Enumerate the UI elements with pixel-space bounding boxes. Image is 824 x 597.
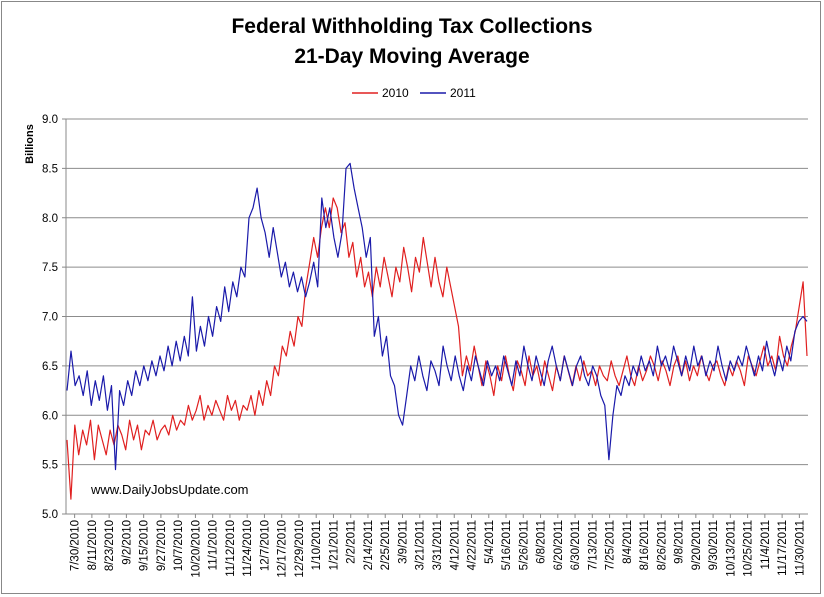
x-tick-label: 6/20/2011 — [553, 520, 565, 570]
x-tick-label: 10/13/2011 — [725, 520, 737, 577]
x-tick-label: 4/12/2011 — [449, 520, 461, 570]
y-tick-label: 5.5 — [42, 460, 58, 472]
y-tick-label: 6.0 — [42, 410, 58, 422]
y-tick-label: 8.0 — [42, 213, 58, 225]
x-tick-label: 8/23/2010 — [104, 520, 116, 571]
x-tick-label: 10/20/2010 — [190, 520, 202, 578]
y-tick-label: 9.0 — [42, 114, 58, 126]
x-tick-label: 10/7/2010 — [173, 520, 185, 571]
x-tick-label: 11/12/2010 — [225, 520, 237, 577]
x-tick-label: 7/13/2011 — [587, 520, 599, 570]
x-tick-label: 9/15/2010 — [139, 520, 151, 571]
x-axis-ticks: 7/30/2010 8/11/2010 8/23/2010 9/2/2010 9/15/… — [70, 514, 806, 578]
x-tick-label: 11/17/2011 — [777, 520, 789, 576]
x-tick-label: 12/17/2010 — [277, 520, 289, 578]
x-tick-label: 8/26/2011 — [656, 520, 668, 570]
chart-title: Federal Withholding Tax Collections — [231, 15, 592, 38]
x-tick-label: 5/16/2011 — [501, 520, 513, 570]
gridlines — [66, 118, 808, 515]
legend-label-2010: 2010 — [382, 86, 409, 100]
series-line-2011 — [66, 162, 808, 471]
x-tick-label: 11/30/2011 — [794, 520, 806, 576]
watermark-text: www.DailyJobsUpdate.com — [90, 482, 249, 497]
x-tick-label: 12/7/2010 — [259, 520, 271, 571]
x-tick-label: 4/22/2011 — [467, 520, 479, 570]
x-tick-label: 8/16/2011 — [639, 520, 651, 570]
x-tick-label: 9/2/2010 — [121, 520, 133, 565]
x-tick-label: 11/4/2011 — [760, 520, 772, 569]
x-tick-label: 1/21/2011 — [328, 520, 340, 570]
x-tick-label: 11/24/2010 — [242, 520, 254, 577]
x-tick-label: 9/30/2011 — [708, 520, 720, 570]
x-tick-label: 5/26/2011 — [518, 520, 530, 570]
legend: 2010 2011 — [352, 86, 476, 100]
x-tick-label: 5/4/2011 — [484, 520, 496, 564]
x-tick-label: 2/14/2011 — [363, 520, 375, 570]
series-lines — [66, 162, 808, 500]
x-tick-label: 8/4/2011 — [622, 520, 634, 564]
x-tick-label: 9/8/2011 — [674, 520, 686, 564]
x-tick-label: 3/31/2011 — [432, 520, 444, 570]
y-tick-label: 7.0 — [42, 312, 58, 324]
x-tick-label: 7/30/2010 — [70, 520, 82, 571]
x-tick-label: 3/9/2011 — [397, 520, 409, 564]
x-tick-label: 9/27/2010 — [156, 520, 168, 571]
x-tick-label: 2/2/2011 — [346, 520, 358, 564]
y-axis-label: Billions — [24, 124, 36, 164]
y-axis-ticks: 5.0 5.5 6.0 6.5 7.0 7.5 8.0 8.5 9.0 — [42, 114, 66, 521]
x-tick-label: 11/1/2010 — [208, 520, 220, 570]
x-tick-label: 6/30/2011 — [570, 520, 582, 570]
y-tick-label: 6.5 — [42, 361, 58, 373]
x-tick-label: 10/25/2011 — [743, 520, 755, 577]
y-tick-label: 5.0 — [42, 509, 58, 521]
chart-subtitle: 21-Day Moving Average — [294, 45, 529, 68]
x-tick-label: 8/11/2010 — [87, 520, 99, 570]
x-tick-label: 9/20/2011 — [691, 520, 703, 570]
x-tick-label: 3/21/2011 — [415, 520, 427, 570]
y-tick-label: 7.5 — [42, 262, 58, 274]
x-tick-label: 6/8/2011 — [536, 520, 548, 564]
y-tick-label: 8.5 — [42, 163, 58, 175]
x-tick-label: 2/25/2011 — [380, 520, 392, 570]
x-tick-label: 7/25/2011 — [605, 520, 617, 570]
legend-label-2011: 2011 — [450, 86, 476, 100]
x-tick-label: 12/29/2010 — [294, 520, 306, 578]
x-tick-label: 1/10/2011 — [311, 520, 323, 570]
